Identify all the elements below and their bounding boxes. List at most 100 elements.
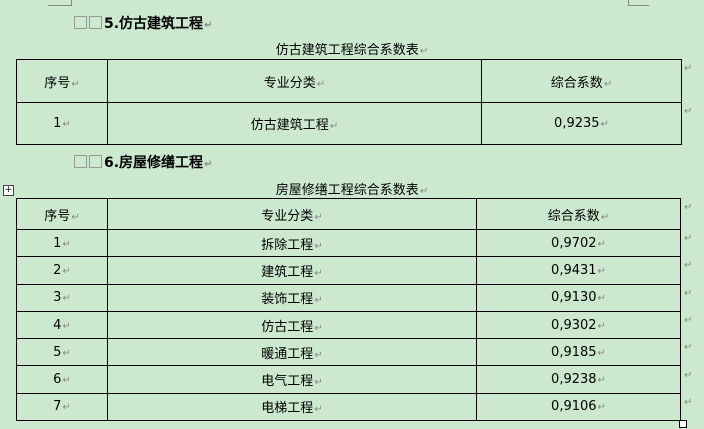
paragraph-mark: ↵ [597,375,606,387]
cell-text: 0,9431 [551,262,597,278]
table-cell[interactable]: 拆除工程↵ [107,228,477,258]
cell-text: 1 [53,235,62,251]
paragraph-mark: ↵ [314,349,323,361]
table-cell[interactable]: 1↵ [16,228,108,258]
paragraph-mark: ↵ [597,347,606,359]
cell-text: 0,9702 [551,235,597,251]
table-cell[interactable]: 0,9130↵ [476,283,681,312]
table-cell[interactable]: 0,9431↵ [476,256,681,285]
table-cell[interactable]: 电气工程↵ [107,365,477,394]
cell-text: 仿古建筑工程 [250,118,329,133]
table-cell[interactable]: 0,9702↵ [476,228,681,258]
table-header-row: 序号↵ 专业分类↵ 综合系数↵ [16,198,681,230]
row-end-mark: ↵ [684,369,693,381]
cell-text: 综合系数 [550,75,603,91]
paragraph-mark: ↵ [62,265,71,277]
table-cell[interactable]: 0,9106↵ [476,392,681,422]
paragraph-mark: ↵ [62,347,71,359]
table-row: 1↵ 拆除工程↵ 0,9702↵ [16,228,681,258]
table-cell[interactable]: 建筑工程↵ [107,256,477,285]
table-cell[interactable]: 仿古工程↵ [107,310,477,340]
cell-text: 0,9185 [551,344,597,360]
table-cell[interactable]: 7↵ [16,392,108,422]
cell-text: 序号 [44,75,71,91]
table-header-cell[interactable]: 专业分类↵ [107,198,477,230]
paragraph-mark: ↵ [600,211,610,223]
paragraph-mark: ↵ [597,238,606,250]
paragraph-mark: ↵ [314,377,323,389]
cell-text: 7 [53,399,62,415]
cell-text: 1 [53,116,62,131]
paragraph-mark: ↵ [314,240,323,252]
cell-text: 专业分类 [263,75,316,91]
table-row: 6↵ 电气工程↵ 0,9238↵ [16,365,681,394]
table-cell[interactable]: 仿古建筑工程↵ [107,102,482,145]
row-end-mark: ↵ [684,260,693,272]
table-cell[interactable]: 电梯工程↵ [107,392,477,422]
section5-heading: 5.仿古建筑工程↵ [74,13,212,33]
table-cell[interactable]: 2↵ [16,256,108,285]
table-header-cell[interactable]: 序号↵ [16,59,108,103]
table-cell[interactable]: 3↵ [16,283,108,312]
paragraph-mark: ↵ [71,78,80,90]
table-row: 1↵ 仿古建筑工程↵ 0,9235↵ [16,102,682,145]
cell-text: 电气工程 [261,374,314,390]
table-row: 5↵ 暖通工程↵ 0,9185↵ [16,338,681,367]
paragraph-mark: ↵ [62,119,71,130]
table-row: 7↵ 电梯工程↵ 0,9106↵ [16,392,681,422]
paragraph-mark: ↵ [314,295,323,307]
row-end-mark: ↵ [684,63,693,74]
row-end-mark: ↵ [684,287,693,299]
row-end-mark: ↵ [684,106,693,117]
paragraph-mark: ↵ [603,78,613,90]
section6-table-title: 房屋修缮工程综合系数表↵ [275,183,429,198]
table-cell[interactable]: 1↵ [16,102,108,145]
cell-text: 2 [53,262,62,278]
table-header-cell[interactable]: 综合系数↵ [481,59,682,103]
cell-text: 0,9106 [551,399,597,415]
table-header-cell[interactable]: 专业分类↵ [107,59,482,103]
table-resize-handle[interactable] [679,420,687,428]
cell-text: 专业分类 [261,208,314,224]
table-cell[interactable]: 暖通工程↵ [107,338,477,367]
paragraph-mark: ↵ [329,121,339,132]
table-header-cell[interactable]: 综合系数↵ [476,198,681,230]
table-cell[interactable]: 6↵ [16,365,108,394]
table-row: 3↵ 装饰工程↵ 0,9130↵ [16,283,681,312]
table-header-cell[interactable]: 序号↵ [16,198,108,230]
cell-text: 综合系数 [547,208,600,224]
paragraph-mark: ↵ [597,293,606,305]
cell-text: 3 [53,290,62,306]
cell-text: 0,9238 [551,372,597,388]
table-cell[interactable]: 0,9238↵ [476,365,681,394]
cell-text: 4 [53,317,62,333]
row-end-mark: ↵ [684,233,693,244]
paragraph-mark: ↵ [314,322,323,334]
section6-table: 序号↵ 专业分类↵ 综合系数↵ 1↵ 拆除工程↵ 0,9702↵ 2↵ 建筑工程↵ 0,9431… [16,198,681,422]
table-cell[interactable]: 0,9235↵ [481,102,682,145]
section5-table-title: 仿古建筑工程综合系数表↵ [275,43,429,58]
section5-table: 序号↵ 专业分类↵ 综合系数↵ 1↵ 仿古建筑工程↵ 0,9235↵ [16,59,682,145]
page-corner-mark [628,0,649,6]
section6-heading: 6.房屋修缮工程↵ [74,152,212,172]
cell-text: 5 [53,344,62,360]
table-cell[interactable]: 5↵ [16,338,108,367]
cell-text: 装饰工程 [261,292,314,308]
paragraph-mark: ↵ [314,211,323,223]
table-cell[interactable]: 4↵ [16,310,108,340]
cell-text: 0,9235 [554,116,600,131]
table-cell[interactable]: 0,9302↵ [476,310,681,340]
table-move-handle[interactable]: + [3,185,14,196]
paragraph-mark: ↵ [597,320,606,332]
table-cell[interactable]: 装饰工程↵ [107,283,477,312]
paragraph-mark: ↵ [71,211,80,223]
paragraph-mark: ↵ [316,78,326,90]
paragraph-mark: ↵ [314,267,323,279]
cell-text: 0,9302 [551,317,597,333]
table-row: 2↵ 建筑工程↵ 0,9431↵ [16,256,681,285]
cell-text: 序号 [44,208,71,224]
paragraph-mark: ↵ [62,375,71,387]
table-cell[interactable]: 0,9185↵ [476,338,681,367]
row-end-mark: ↵ [684,396,693,408]
row-end-mark: ↵ [684,202,693,213]
